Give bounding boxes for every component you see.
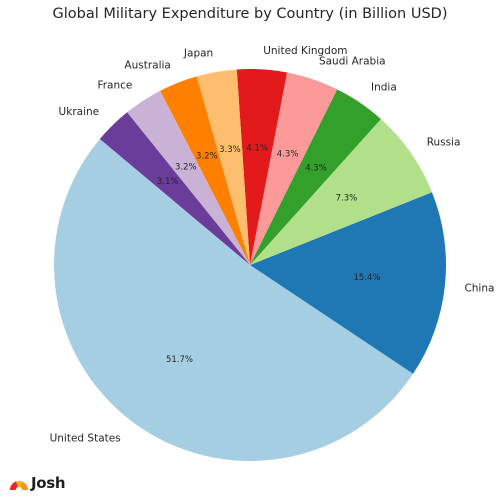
pie-slice-china <box>250 192 446 374</box>
percent-label-france: 3.2% <box>175 162 197 172</box>
pie-slice-japan <box>196 69 250 266</box>
category-label-india: India <box>371 82 397 94</box>
pie-slice-france <box>127 90 250 265</box>
category-label-china: China <box>464 282 494 294</box>
category-label-saudi-arabia: Saudi Arabia <box>319 56 386 68</box>
percent-label-japan: 3.3% <box>219 145 241 155</box>
category-label-russia: Russia <box>427 136 461 148</box>
category-label-united-states: United States <box>50 433 121 445</box>
chart-title: Global Military Expenditure by Country (… <box>53 6 448 22</box>
pie-slice-united-kingdom <box>236 68 288 265</box>
category-label-japan: Japan <box>183 48 213 60</box>
pie-slice-saudi-arabia <box>250 72 338 265</box>
pie-slices <box>54 68 446 461</box>
logo-text: Josh <box>31 474 66 492</box>
category-labels: United States China Russia India Saudi Arabi… <box>50 45 495 445</box>
category-label-ukraine: Ukraine <box>59 106 100 118</box>
sun-rays-logo-icon <box>9 480 28 494</box>
pie-slice-russia <box>250 119 432 266</box>
pie-slice-united-states <box>54 139 414 461</box>
percent-label-saudi-arabia: 4.3% <box>277 150 299 160</box>
pie-slice-india <box>250 89 381 265</box>
percent-label-india: 4.3% <box>305 164 327 174</box>
percent-label-ukraine: 3.1% <box>157 177 179 187</box>
jagran-josh-logo: Josh <box>8 472 66 494</box>
percent-label-united-states: 51.7% <box>166 355 193 365</box>
percent-label-australia: 3.2% <box>196 152 218 162</box>
category-label-france: France <box>97 79 132 91</box>
percent-labels: 51.7%15.4%7.3%4.3%4.3%4.1%3.3%3.2%3.2%3.… <box>157 144 381 365</box>
category-label-united-kingdom: United Kingdom <box>263 45 347 57</box>
percent-label-china: 15.4% <box>353 273 380 283</box>
percent-label-united-kingdom: 4.1% <box>246 144 268 154</box>
pie-slice-australia <box>160 76 250 266</box>
category-label-australia: Australia <box>124 59 170 71</box>
percent-label-russia: 7.3% <box>336 194 358 204</box>
pie-slice-ukraine <box>99 112 250 265</box>
